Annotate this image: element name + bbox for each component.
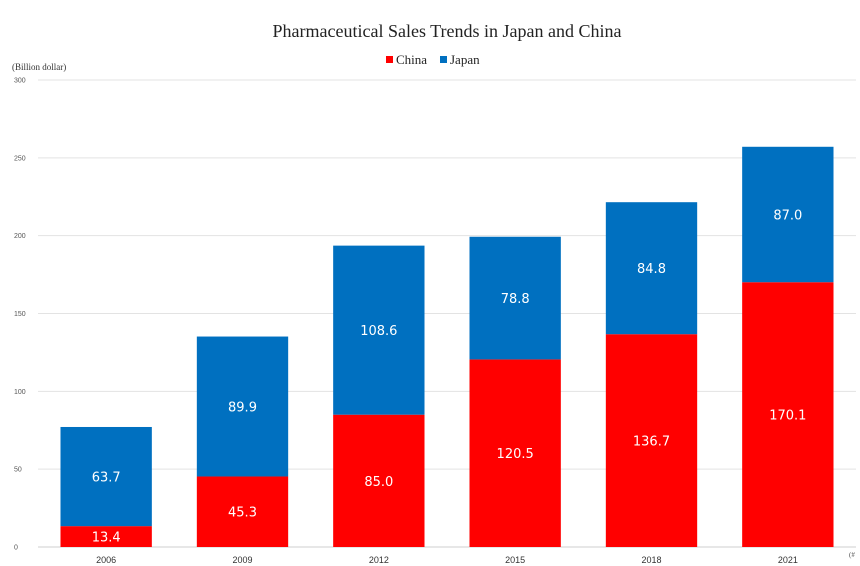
y-tick-label: 0 [14, 545, 18, 552]
bar-value-label: 84.8 [637, 262, 666, 277]
x-tick-label: 2006 [96, 555, 116, 565]
bar-value-label: 170.1 [769, 409, 806, 424]
legend-label-japan: Japan [450, 52, 480, 67]
legend-swatch-china [386, 56, 393, 63]
bar-china-2006 [60, 526, 152, 547]
legend-swatch-japan [440, 56, 447, 63]
x-tick-label: 2012 [369, 555, 389, 565]
x-tick-label: 2009 [232, 555, 252, 565]
bar-japan-2021 [742, 146, 834, 283]
bar-japan-2006 [60, 426, 152, 527]
bar-value-label: 120.5 [497, 447, 534, 462]
x-tick-label: 2015 [505, 555, 525, 565]
y-tick-label: 200 [14, 233, 26, 240]
x-axis-unit-fragment: (# [849, 551, 855, 559]
x-axis-ticks: 2006 2009 2012 2015 2018 2021 [96, 555, 798, 565]
legend-label-china: China [396, 52, 427, 67]
bar-value-label: 13.4 [92, 531, 121, 546]
legend: China Japan [386, 52, 480, 67]
bar-value-label: 89.9 [228, 401, 257, 416]
x-tick-label: 2018 [641, 555, 661, 565]
bar-value-label: 78.8 [501, 292, 530, 307]
y-axis-unit-label: (Billion dollar) [12, 62, 66, 72]
y-tick-label: 100 [14, 389, 26, 396]
bar-japan-2018 [605, 202, 698, 335]
y-tick-label: 50 [14, 467, 22, 474]
chart-title: Pharmaceutical Sales Trends in Japan and… [273, 21, 622, 41]
bars [60, 146, 834, 547]
bar-japan-2015 [469, 236, 561, 360]
bar-japan-2009 [196, 336, 289, 477]
bar-value-label: 45.3 [228, 506, 257, 521]
bar-japan-2012 [333, 245, 425, 415]
y-tick-label: 250 [14, 155, 26, 162]
bar-value-label: 63.7 [92, 471, 121, 486]
y-axis-ticks: 0 50 100 150 200 250 300 [14, 78, 26, 552]
y-tick-label: 150 [14, 311, 26, 318]
bar-value-labels: 13.4 63.7 45.3 89.9 85.0 108.6 120.5 78.8 136.7 8… [92, 208, 807, 545]
x-tick-label: 2021 [778, 555, 798, 565]
bar-china-2009 [196, 476, 289, 547]
bar-value-label: 136.7 [633, 435, 670, 450]
bar-china-2021 [742, 282, 834, 547]
bar-china-2018 [605, 334, 698, 547]
y-tick-label: 300 [14, 78, 26, 85]
bar-china-2012 [333, 414, 425, 547]
bar-value-label: 108.6 [360, 324, 397, 339]
bar-china-2015 [469, 359, 561, 547]
bar-value-label: 87.0 [773, 208, 802, 223]
gridlines [38, 79, 856, 548]
bar-value-label: 85.0 [364, 475, 393, 490]
